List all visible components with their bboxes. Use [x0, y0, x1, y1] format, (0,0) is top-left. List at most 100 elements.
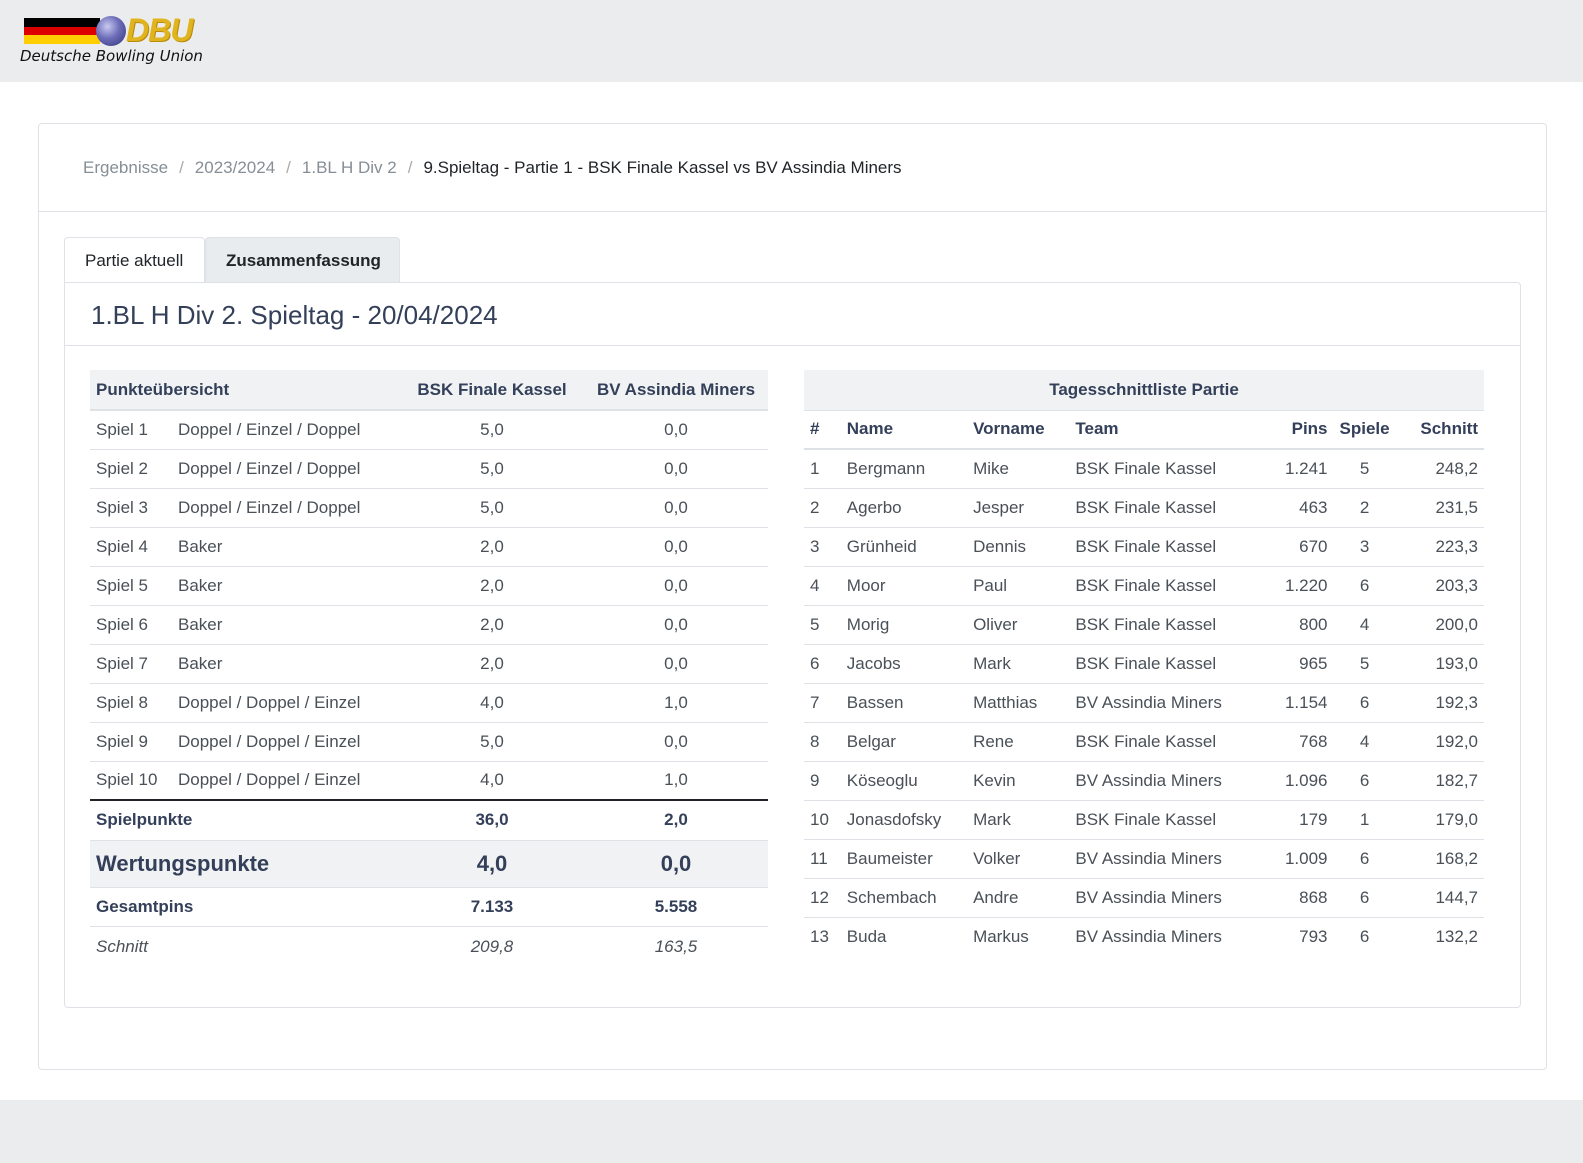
- punkte-header-row: Punkteübersicht BSK Finale Kassel BV Ass…: [90, 370, 768, 411]
- gesamtpins-label: Gesamtpins: [90, 886, 400, 926]
- punkte-spiel-cell: Spiel 6: [90, 604, 172, 644]
- player-spiele: 5: [1333, 643, 1396, 683]
- player-row: 8 Belgar Rene BSK Finale Kassel 768 4 192,0: [804, 721, 1484, 761]
- player-pins: 1.009: [1264, 838, 1334, 878]
- wertungspunkte-b: 0,0: [584, 839, 768, 887]
- punkte-type-cell: Doppel / Doppel / Einzel: [172, 760, 400, 801]
- tagesschnitt-table: Tagesschnittliste Partie # Name Vorname …: [804, 370, 1484, 956]
- player-rank: 11: [804, 838, 841, 878]
- player-spiele: 6: [1333, 916, 1396, 956]
- player-rank: 2: [804, 487, 841, 527]
- player-pins: 1.154: [1264, 682, 1334, 722]
- punkte-spiel-cell: Spiel 3: [90, 487, 172, 527]
- player-team: BV Assindia Miners: [1069, 682, 1265, 722]
- punkte-header-team-a: BSK Finale Kassel: [400, 370, 584, 411]
- schnitt-row: Schnitt 209,8 163,5: [90, 925, 768, 967]
- flag-stripe-gold: [24, 35, 100, 44]
- punkte-team-a-cell: 2,0: [400, 643, 584, 683]
- player-row: 9 Köseoglu Kevin BV Assindia Miners 1.096 6 18…: [804, 760, 1484, 800]
- player-name: Jacobs: [840, 643, 968, 683]
- punkte-type-cell: Baker: [172, 565, 400, 605]
- player-pins: 670: [1264, 526, 1334, 566]
- player-team: BSK Finale Kassel: [1069, 565, 1265, 605]
- player-schnitt: 200,0: [1395, 604, 1484, 644]
- punkte-team-a-cell: 2,0: [400, 565, 584, 605]
- punkte-row: Spiel 7 Baker 2,0 0,0: [90, 643, 768, 683]
- player-vorname: Paul: [967, 565, 1070, 605]
- player-row: 6 Jacobs Mark BSK Finale Kassel 965 5 193,0: [804, 643, 1484, 683]
- player-row: 10 Jonasdofsky Mark BSK Finale Kassel 179 1 17…: [804, 799, 1484, 839]
- col-rank: #: [804, 409, 841, 450]
- player-rank: 6: [804, 643, 841, 683]
- dbu-logo[interactable]: DBU Deutsche Bowling Union: [20, 12, 220, 68]
- player-name: Grünheid: [840, 526, 968, 566]
- punkte-type-cell: Doppel / Einzel / Doppel: [172, 448, 400, 488]
- flag-stripe-red: [24, 26, 100, 36]
- punkte-team-b-cell: 1,0: [584, 760, 768, 801]
- player-pins: 868: [1264, 877, 1334, 917]
- player-spiele: 3: [1333, 526, 1396, 566]
- player-pins: 1.241: [1264, 448, 1334, 488]
- punkte-team-a-cell: 5,0: [400, 409, 584, 449]
- player-spiele: 4: [1333, 721, 1396, 761]
- player-schnitt: 203,3: [1395, 565, 1484, 605]
- breadcrumb-ergebnisse[interactable]: Ergebnisse: [83, 158, 169, 177]
- punkte-team-b-cell: 0,0: [584, 448, 768, 488]
- player-name: Jonasdofsky: [840, 799, 968, 839]
- punkte-spiel-cell: Spiel 4: [90, 526, 172, 566]
- punkte-team-a-cell: 4,0: [400, 760, 584, 801]
- player-vorname: Mike: [967, 448, 1070, 488]
- panel-title: 1.BL H Div 2. Spieltag - 20/04/2024: [91, 300, 498, 330]
- breadcrumb-season[interactable]: 2023/2024: [194, 158, 276, 177]
- schnitt-a: 209,8: [400, 925, 584, 967]
- punkte-type-cell: Baker: [172, 643, 400, 683]
- player-name: Buda: [840, 916, 968, 956]
- player-row: 12 Schembach Andre BV Assindia Miners 868 6 14…: [804, 877, 1484, 917]
- wertungspunkte-label: Wertungspunkte: [90, 839, 400, 887]
- punkte-row: Spiel 1 Doppel / Einzel / Doppel 5,0 0,0: [90, 409, 768, 449]
- player-team: BSK Finale Kassel: [1069, 448, 1265, 488]
- player-schnitt: 248,2: [1395, 448, 1484, 488]
- tagesschnitt-caption-row: Tagesschnittliste Partie: [804, 370, 1484, 410]
- player-name: Baumeister: [840, 838, 968, 878]
- player-team: BV Assindia Miners: [1069, 916, 1265, 956]
- player-team: BSK Finale Kassel: [1069, 487, 1265, 527]
- tab-zusammenfassung[interactable]: Zusammenfassung: [205, 237, 400, 283]
- player-rank: 5: [804, 604, 841, 644]
- player-pins: 1.096: [1264, 760, 1334, 800]
- player-schnitt: 132,2: [1395, 916, 1484, 956]
- breadcrumb-separator: /: [179, 158, 184, 177]
- player-rank: 3: [804, 526, 841, 566]
- player-rank: 10: [804, 799, 841, 839]
- top-header: DBU Deutsche Bowling Union: [0, 0, 1583, 82]
- punkte-spiel-cell: Spiel 1: [90, 409, 172, 449]
- player-pins: 179: [1264, 799, 1334, 839]
- wertungspunkte-row: Wertungspunkte 4,0 0,0: [90, 839, 768, 887]
- punkte-row: Spiel 6 Baker 2,0 0,0: [90, 604, 768, 644]
- player-row: 11 Baumeister Volker BV Assindia Miners 1.00…: [804, 838, 1484, 878]
- player-rank: 13: [804, 916, 841, 956]
- punkte-spiel-cell: Spiel 7: [90, 643, 172, 683]
- player-schnitt: 192,3: [1395, 682, 1484, 722]
- player-vorname: Matthias: [967, 682, 1070, 722]
- player-schnitt: 192,0: [1395, 721, 1484, 761]
- col-schnitt: Schnitt: [1395, 409, 1484, 450]
- player-pins: 463: [1264, 487, 1334, 527]
- breadcrumb-current: 9.Spieltag - Partie 1 - BSK Finale Kasse…: [423, 158, 902, 177]
- punkte-table: Punkteübersicht BSK Finale Kassel BV Ass…: [90, 370, 768, 967]
- punkte-row: Spiel 4 Baker 2,0 0,0: [90, 526, 768, 566]
- punkte-row: Spiel 8 Doppel / Doppel / Einzel 4,0 1,0: [90, 682, 768, 722]
- player-vorname: Kevin: [967, 760, 1070, 800]
- player-schnitt: 179,0: [1395, 799, 1484, 839]
- col-spiele: Spiele: [1333, 409, 1396, 450]
- punkte-spiel-cell: Spiel 10: [90, 760, 172, 801]
- player-schnitt: 168,2: [1395, 838, 1484, 878]
- player-team: BSK Finale Kassel: [1069, 643, 1265, 683]
- player-schnitt: 223,3: [1395, 526, 1484, 566]
- punkte-spiel-cell: Spiel 2: [90, 448, 172, 488]
- player-name: Köseoglu: [840, 760, 968, 800]
- breadcrumb-league[interactable]: 1.BL H Div 2: [301, 158, 397, 177]
- tab-partie-aktuell[interactable]: Partie aktuell: [64, 237, 205, 283]
- punkte-header-team-b: BV Assindia Miners: [584, 370, 768, 411]
- punkte-team-a-cell: 5,0: [400, 448, 584, 488]
